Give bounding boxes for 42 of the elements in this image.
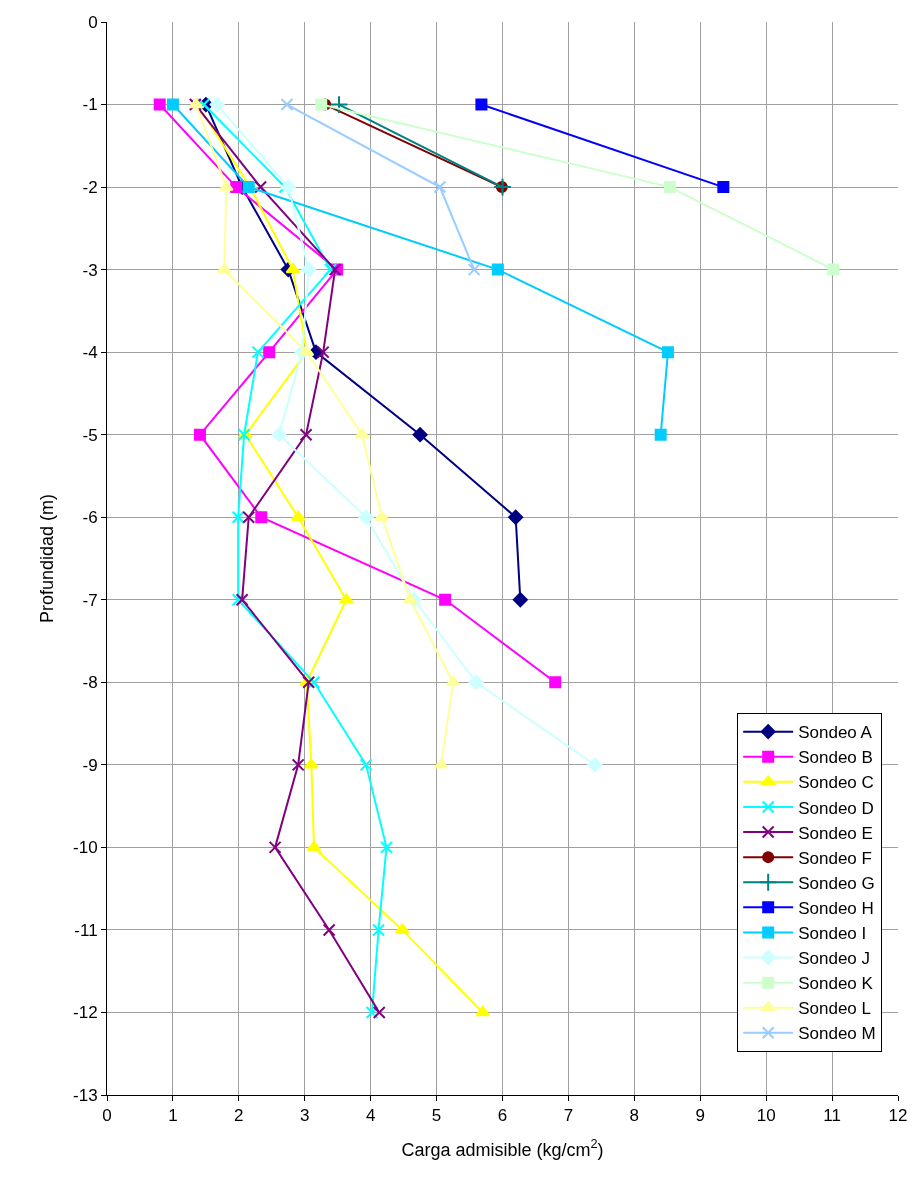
x-tick-label: 10 xyxy=(756,1106,776,1126)
legend-label: Sondeo A xyxy=(798,723,873,743)
legend-label: Sondeo L xyxy=(798,999,871,1019)
y-tick-label: -3 xyxy=(82,260,98,280)
legend-label: Sondeo B xyxy=(798,748,873,768)
y-tick-label: -4 xyxy=(82,343,98,363)
legend-label: Sondeo K xyxy=(798,974,874,994)
y-tick-label: -10 xyxy=(73,838,98,858)
x-tick-label: 5 xyxy=(431,1106,442,1126)
legend-label: Sondeo G xyxy=(798,873,875,893)
y-axis-title: Profundidad (m) xyxy=(37,493,58,624)
legend-label: Sondeo J xyxy=(798,949,871,969)
y-tick-label: -7 xyxy=(82,590,98,610)
x-tick-label: 2 xyxy=(234,1106,244,1126)
x-tick-label: 1 xyxy=(168,1106,178,1126)
x-axis-title: Carga admisible (kg/cm$^{2}$) xyxy=(401,1136,604,1160)
y-tick-label: -2 xyxy=(82,178,98,198)
y-tick-label: 0 xyxy=(88,12,98,32)
y-tick-label: -11 xyxy=(74,920,98,940)
legend-label: Sondeo C xyxy=(798,773,874,793)
x-tick-label: 12 xyxy=(888,1106,908,1126)
x-tick-label: 6 xyxy=(497,1106,508,1126)
y-tick-label: -6 xyxy=(82,508,98,528)
legend-label: Sondeo M xyxy=(798,1024,876,1044)
legend-label: Sondeo D xyxy=(798,798,874,818)
y-tick-label: -9 xyxy=(82,755,98,775)
y-tick-label: -5 xyxy=(82,425,98,445)
x-tick-label: 7 xyxy=(563,1106,574,1126)
x-tick-label: 8 xyxy=(629,1106,640,1126)
y-tick-label: -8 xyxy=(82,673,98,693)
x-tick-label: 3 xyxy=(300,1106,310,1126)
x-tick-label: 4 xyxy=(365,1106,376,1126)
legend-label: Sondeo E xyxy=(798,823,873,843)
x-tick-label: 0 xyxy=(102,1106,112,1126)
y-tick-label: -13 xyxy=(73,1085,98,1105)
legend-label: Sondeo F xyxy=(798,848,872,868)
legend-label: Sondeo H xyxy=(798,898,874,918)
y-tick-label: -1 xyxy=(82,95,98,115)
legend-label: Sondeo I xyxy=(798,924,867,944)
x-tick-label: 9 xyxy=(695,1106,705,1126)
y-tick-label: -12 xyxy=(73,1003,98,1023)
x-tick-label: 11 xyxy=(823,1106,841,1126)
